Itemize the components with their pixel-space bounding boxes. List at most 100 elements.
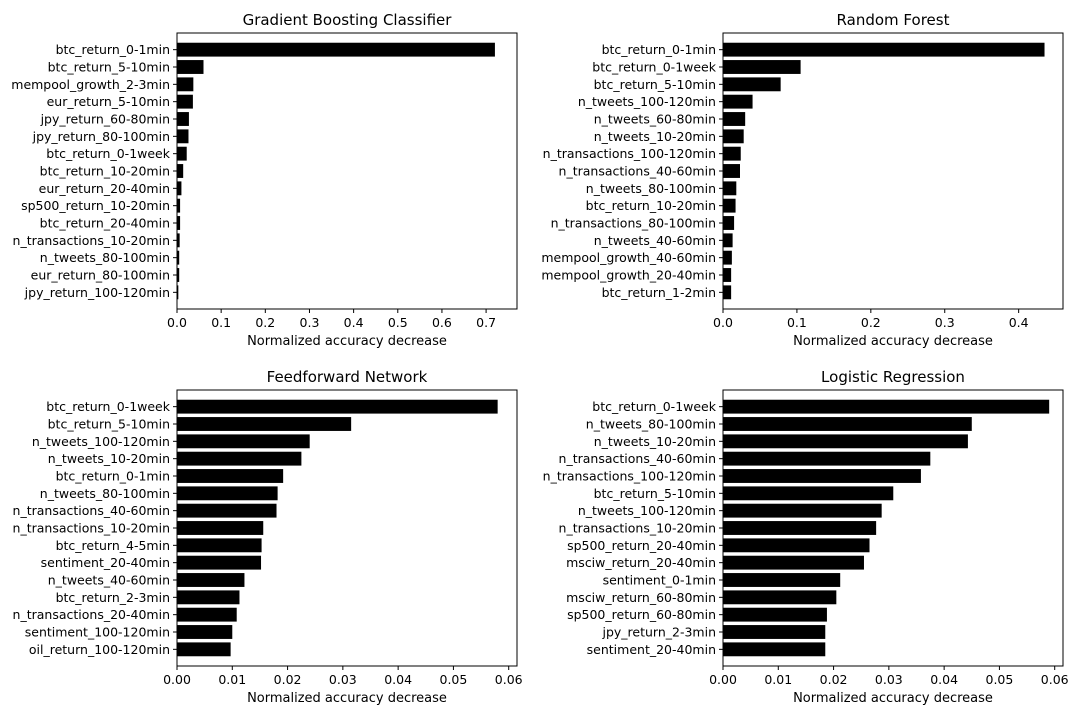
category-label: btc_return_5-10min: [594, 77, 716, 92]
bar: [177, 181, 182, 196]
x-axis-label: Normalized accuracy decrease: [247, 691, 447, 706]
bar: [177, 521, 264, 535]
category-label: n_transactions_80-100min: [551, 216, 716, 231]
x-tick-label: 0.7: [476, 315, 496, 330]
category-label: n_tweets_10-20min: [48, 451, 170, 466]
category-label: btc_return_0-1min: [56, 42, 170, 57]
category-label: btc_return_0-1week: [592, 399, 716, 414]
category-label: btc_return_0-1week: [46, 399, 170, 414]
category-label: n_tweets_10-20min: [594, 434, 716, 449]
category-label: msciw_return_60-80min: [566, 590, 716, 605]
bar: [723, 555, 864, 570]
bar: [723, 434, 968, 449]
bar: [723, 77, 781, 92]
chart-panel: Feedforward Network btc_return_0-1weekbtc…: [13, 368, 523, 706]
bar: [723, 625, 826, 639]
bar: [723, 521, 877, 535]
category-label: mempool_growth_2-3min: [11, 77, 170, 92]
bar: [177, 250, 180, 265]
category-label: n_transactions_10-20min: [13, 233, 170, 248]
bar: [177, 625, 233, 639]
bar: [723, 573, 841, 587]
x-tick-label: 0.1: [787, 315, 807, 330]
x-tick-label: 0.2: [255, 315, 275, 330]
bar: [177, 555, 262, 570]
category-label: n_tweets_100-120min: [32, 434, 170, 449]
x-tick-label: 0.3: [935, 315, 955, 330]
category-label: btc_return_4-5min: [56, 538, 170, 553]
category-label: n_transactions_20-40min: [13, 607, 170, 622]
category-label: btc_return_10-20min: [40, 164, 170, 179]
bar: [177, 60, 204, 74]
category-label: n_tweets_80-100min: [40, 250, 170, 265]
x-tick-label: 0.00: [163, 672, 191, 687]
category-label: btc_return_5-10min: [48, 60, 170, 75]
chart-title: Gradient Boosting Classifier: [243, 11, 453, 29]
chart-title: Random Forest: [837, 11, 950, 29]
category-label: btc_return_20-40min: [40, 216, 170, 231]
x-tick-label: 0.04: [384, 672, 412, 687]
category-label: btc_return_0-1min: [56, 469, 170, 484]
category-label: btc_return_0-1week: [592, 60, 716, 75]
category-label: sp500_return_20-40min: [567, 538, 716, 553]
bar: [723, 417, 972, 431]
category-label: sentiment_20-40min: [587, 642, 716, 657]
bar: [177, 642, 231, 657]
axes-frame: [176, 389, 518, 667]
category-label: n_transactions_40-60min: [559, 164, 716, 179]
bar: [177, 451, 302, 466]
category-label: n_tweets_80-100min: [40, 486, 170, 501]
bar: [177, 94, 193, 109]
category-label: n_tweets_40-60min: [594, 233, 716, 248]
bar: [723, 607, 827, 622]
x-tick-label: 0.1: [211, 315, 231, 330]
bar: [723, 181, 737, 196]
axes-frame: [176, 32, 518, 310]
x-tick-label: 0.03: [875, 672, 903, 687]
category-label: eur_return_80-100min: [31, 268, 170, 283]
bar: [177, 486, 278, 501]
category-label: sp500_return_60-80min: [567, 607, 716, 622]
category-label: n_transactions_10-20min: [559, 521, 716, 536]
category-label: jpy_return_60-80min: [40, 112, 170, 127]
chart-panel: Gradient Boosting Classifier btc_return_0…: [11, 11, 518, 349]
bar: [723, 233, 733, 248]
x-axis-label: Normalized accuracy decrease: [247, 334, 447, 349]
bar: [723, 112, 746, 126]
bar: [177, 129, 189, 144]
x-tick-label: 0.0: [167, 315, 187, 330]
category-label: n_transactions_100-120min: [543, 146, 716, 161]
category-label: btc_return_0-1min: [602, 42, 716, 57]
axes-frame: [722, 32, 1064, 310]
category-label: n_tweets_60-80min: [594, 112, 716, 127]
category-label: mempool_growth_20-40min: [541, 268, 716, 283]
x-tick-label: 0.6: [432, 315, 452, 330]
x-tick-label: 0.00: [709, 672, 737, 687]
x-tick-label: 0.04: [930, 672, 958, 687]
bar: [723, 451, 931, 466]
category-label: eur_return_20-40min: [39, 181, 170, 196]
category-label: n_tweets_100-120min: [578, 94, 716, 109]
bar: [177, 607, 237, 622]
bar: [177, 469, 284, 483]
bar: [723, 129, 744, 144]
x-tick-label: 0.05: [440, 672, 468, 687]
bar: [723, 399, 1050, 414]
bar: [723, 250, 732, 265]
bar: [177, 233, 180, 248]
bar: [723, 60, 801, 74]
category-label: msciw_return_20-40min: [566, 555, 716, 570]
chart-title: Feedforward Network: [267, 368, 428, 386]
bar: [723, 503, 882, 518]
category-label: jpy_return_100-120min: [24, 285, 170, 300]
category-label: sentiment_0-1min: [603, 573, 716, 588]
bar: [723, 268, 732, 282]
category-label: n_transactions_40-60min: [559, 451, 716, 466]
x-tick-label: 0.05: [986, 672, 1014, 687]
bar: [723, 590, 837, 605]
bar: [177, 112, 189, 126]
x-tick-label: 0.3: [300, 315, 320, 330]
category-label: eur_return_5-10min: [47, 94, 170, 109]
x-tick-label: 0.01: [218, 672, 246, 687]
